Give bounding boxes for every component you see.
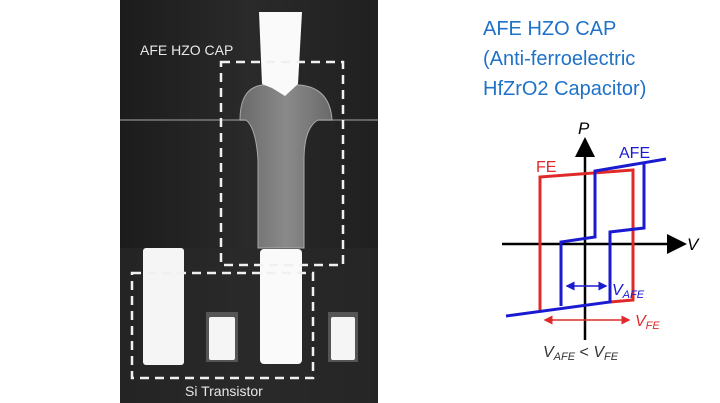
top-contact	[259, 12, 302, 96]
v-afe-label: V	[612, 282, 624, 299]
afe-label: AFE	[619, 145, 650, 162]
transistor-dashed-box	[130, 271, 315, 380]
center-contact	[260, 249, 302, 364]
title-line-1: AFE HZO CAP	[483, 18, 617, 40]
afe-loop-lower	[505, 163, 646, 318]
svg-text:VAFE: VAFE	[612, 282, 645, 301]
transistor-label: Si Transistor	[185, 383, 263, 399]
p-axis-label: P	[578, 119, 590, 138]
tem-micrograph: AFE HZO CAP Si Transistor	[120, 0, 378, 403]
relation-label: VAFE < VFE	[543, 344, 619, 363]
title-line-3: HfZrO2 Capacitor)	[483, 78, 647, 100]
fe-label: FE	[536, 159, 556, 176]
gate-left	[209, 317, 235, 360]
v-fe-label: V	[635, 313, 647, 330]
afe-loop-upper	[559, 157, 667, 306]
left-contact	[143, 248, 184, 365]
title-line-2: (Anti-ferroelectric	[483, 48, 636, 70]
gate-right	[331, 317, 355, 360]
v-axis-label: V	[687, 235, 700, 254]
fe-loop	[538, 168, 635, 312]
capacitor-body	[239, 84, 333, 249]
svg-text:VFE: VFE	[635, 313, 660, 332]
cap-dashed-box	[219, 60, 345, 267]
cap-label: AFE HZO CAP	[140, 42, 233, 58]
